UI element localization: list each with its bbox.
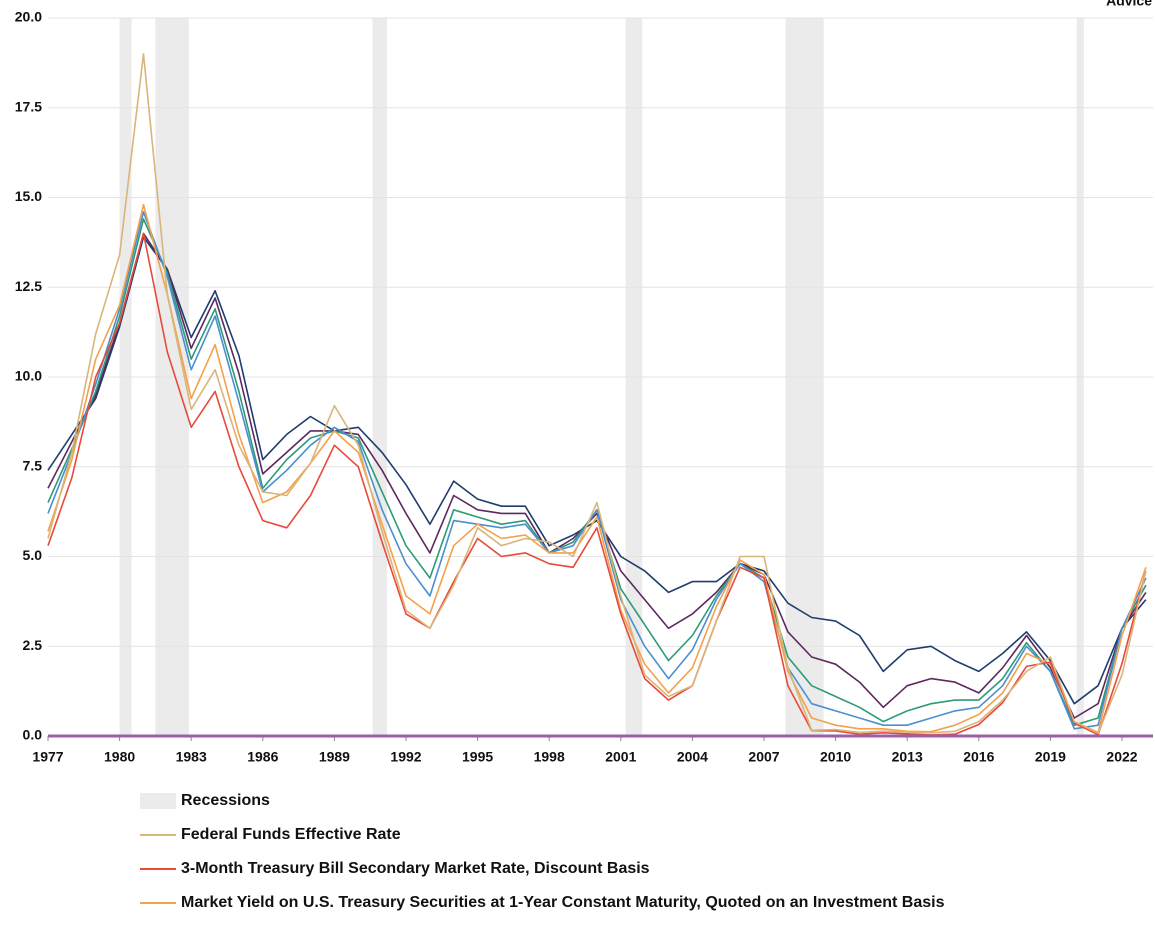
series-line (47, 53, 1147, 734)
legend-label: 3-Month Treasury Bill Secondary Market R… (181, 860, 650, 877)
x-tick-label: 1995 (462, 749, 493, 765)
y-tick-label: 20.0 (15, 9, 42, 25)
logo-text: Advice (1106, 0, 1152, 9)
y-tick-label: 12.5 (15, 278, 42, 294)
x-tick-label: 1989 (319, 749, 350, 765)
y-tick-label: 10.0 (15, 368, 42, 384)
y-tick-label: 5.0 (23, 547, 43, 563)
y-tick-label: 7.5 (23, 457, 43, 473)
x-tick-label: 2022 (1106, 749, 1137, 765)
y-tick-label: 2.5 (23, 637, 43, 653)
series-line (47, 232, 1147, 736)
x-tick-label: 2013 (892, 749, 923, 765)
legend-label: Federal Funds Effective Rate (181, 826, 401, 843)
series-line (47, 232, 1147, 719)
series-line (47, 203, 1147, 734)
x-tick-label: 1992 (390, 749, 421, 765)
x-tick-label: 1980 (104, 749, 135, 765)
x-tick-label: 2010 (820, 749, 851, 765)
x-tick-label: 2016 (963, 749, 994, 765)
legend-swatch (140, 793, 176, 809)
x-tick-label: 2007 (748, 749, 779, 765)
series-line (47, 211, 1147, 730)
y-tick-label: 17.5 (15, 98, 42, 114)
series-line (47, 236, 1147, 705)
x-tick-label: 2001 (605, 749, 636, 765)
x-tick-label: 1983 (176, 749, 207, 765)
x-tick-label: 2004 (677, 749, 708, 765)
x-tick-label: 1998 (534, 749, 565, 765)
x-tick-label: 1977 (32, 749, 63, 765)
x-tick-label: 1986 (247, 749, 278, 765)
legend-label: Recessions (181, 792, 270, 809)
y-tick-label: 0.0 (23, 727, 43, 743)
legend-label: Market Yield on U.S. Treasury Securities… (181, 894, 945, 911)
y-tick-label: 15.0 (15, 188, 42, 204)
x-tick-label: 2019 (1035, 749, 1066, 765)
